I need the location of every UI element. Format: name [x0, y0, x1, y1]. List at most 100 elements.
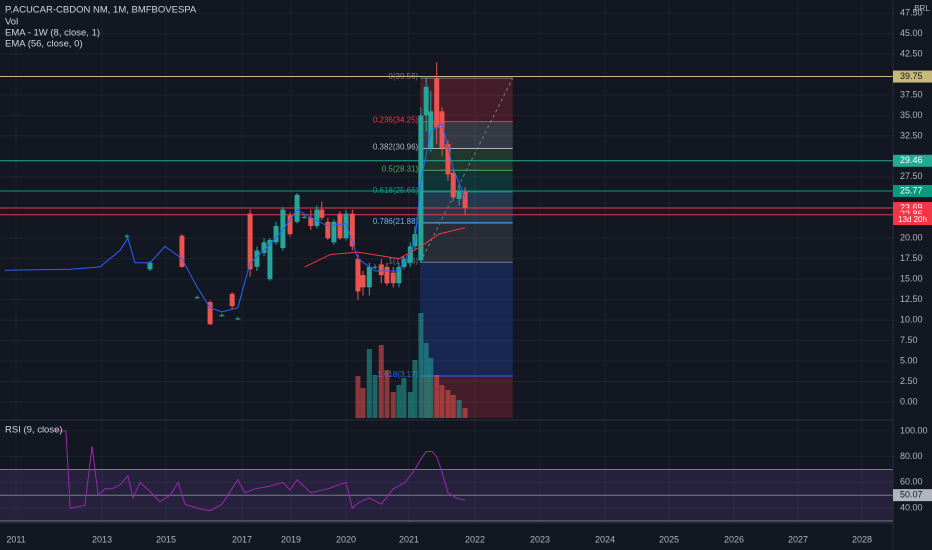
volume-bar	[418, 313, 424, 418]
volume-bar	[401, 378, 407, 418]
fib-label: 0.382(30.96)	[373, 143, 419, 152]
rsi-last-tag	[893, 489, 932, 502]
candle-body	[343, 213, 349, 239]
volume-bar	[423, 343, 429, 418]
fib-zone	[420, 148, 513, 171]
volume-bar	[378, 345, 384, 418]
candle-body	[319, 209, 325, 218]
fib-zone	[420, 121, 513, 149]
x-tick-label: 2028	[852, 534, 872, 544]
price-tag-label: 23.69	[900, 202, 923, 212]
candle-body	[423, 86, 429, 116]
plot: 0(39.56)0.236(34.25)0.382(30.96)0.5(28.3…	[0, 62, 893, 522]
candle-body	[235, 318, 241, 320]
y-tick-label: 47.50	[900, 7, 923, 17]
candle-body	[450, 172, 456, 198]
candle-body	[462, 191, 468, 209]
candle-body	[267, 239, 273, 280]
x-tick-label: 2017	[232, 534, 252, 544]
volume-bar	[384, 370, 390, 418]
x-tick-label: 2027	[788, 534, 808, 544]
candle-body	[301, 216, 307, 218]
volume-bar	[439, 385, 445, 418]
x-tick-label: 2026	[724, 534, 744, 544]
fib-trend	[419, 77, 514, 263]
candle-body	[308, 217, 314, 226]
x-tick-label: 2020	[336, 534, 356, 544]
candle-body	[194, 297, 200, 299]
fib-label: 0.5(28.31)	[382, 164, 419, 173]
grid	[0, 0, 893, 523]
ema-line	[4, 122, 466, 313]
volume-bar	[412, 360, 418, 418]
y-tick-label: 32.50	[900, 130, 923, 140]
volume-bar	[360, 388, 366, 418]
candle-body	[360, 275, 366, 288]
candle-body	[456, 190, 462, 199]
candle-body	[124, 235, 130, 237]
volume-bar	[372, 375, 378, 418]
candle-body	[294, 194, 300, 222]
fib-label: 0.786(21.88)	[373, 217, 419, 226]
volume-bar	[396, 385, 402, 418]
x-tick-label: 2013	[92, 534, 112, 544]
volume-bar	[450, 395, 456, 418]
candle-body	[287, 215, 293, 235]
ema-line	[304, 227, 466, 268]
y-tick-label: 60.00	[900, 477, 923, 487]
currency: BRL	[914, 4, 930, 13]
price-tag	[893, 154, 932, 167]
price-tag	[893, 184, 932, 197]
price-tag-label: 25.77	[900, 185, 923, 195]
price-tag-label: 29.46	[900, 155, 923, 165]
y-tick-label: 5.00	[900, 355, 918, 365]
candle-body	[207, 302, 213, 325]
axis: 2011 2013 2015 2017 2019 2020 2021 2022 2023 2024…	[6, 7, 932, 544]
x-tick-label: 2023	[530, 534, 550, 544]
candle-body	[378, 264, 384, 276]
y-tick-label: 35.00	[900, 110, 923, 120]
candle-body	[434, 78, 440, 128]
volume-bar	[434, 375, 440, 418]
y-tick-label: 40.00	[900, 502, 923, 512]
candle-body	[439, 111, 445, 149]
x-tick-label: 2022	[465, 534, 485, 544]
volume-bar	[407, 392, 413, 418]
candle-body	[372, 266, 378, 268]
countdown: 13d 20h	[898, 215, 927, 224]
x-tick-label: 2025	[659, 534, 679, 544]
candle-body	[396, 266, 402, 284]
y-tick-label: 20.00	[900, 233, 923, 243]
candle-body	[418, 115, 424, 261]
y-tick-label: 17.50	[900, 253, 923, 263]
candle-body	[261, 242, 267, 253]
candle-body	[254, 250, 260, 267]
candle-body	[229, 293, 235, 307]
y-tick-label: 12.50	[900, 294, 923, 304]
candle-body	[331, 221, 337, 243]
x-tick-label: 2019	[281, 534, 301, 544]
rsi-line	[55, 430, 466, 512]
candle-body	[325, 221, 331, 239]
candle-body	[384, 266, 390, 284]
candle-body	[355, 258, 361, 292]
candle-body	[280, 209, 286, 249]
volume-bar	[355, 376, 361, 418]
volume-bar	[428, 358, 434, 418]
y-tick-label: 80.00	[900, 451, 923, 461]
volume-bar	[445, 390, 451, 418]
chart-title: P.ACUCAR-CBDON NM, 1M, BMFBOVESPA	[5, 5, 197, 16]
rsi-last-label: 50.07	[900, 490, 923, 500]
candle-body	[219, 315, 225, 317]
indicator-label: EMA - 1W (8, close, 1)	[5, 28, 100, 39]
candle-body	[337, 213, 343, 239]
candle-body	[273, 225, 279, 243]
fib-zone	[420, 262, 513, 377]
candle-body	[428, 111, 434, 149]
candle-body	[147, 262, 153, 270]
volume-bar	[462, 408, 468, 418]
candle-body	[390, 272, 396, 284]
countdown-tag	[893, 214, 932, 226]
